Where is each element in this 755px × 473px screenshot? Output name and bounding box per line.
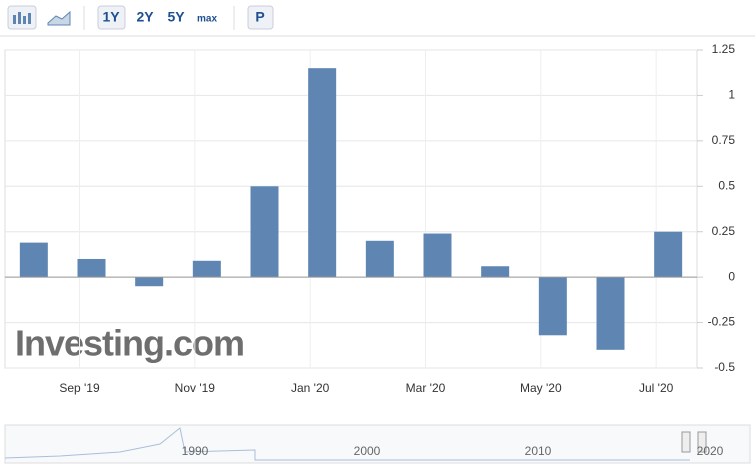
navigator-label: 2010 (525, 444, 552, 458)
navigator-label: 2020 (697, 444, 724, 458)
toolbar: 1Y 2Y 5Y max P (0, 5, 755, 37)
y-tick-label: 0.5 (718, 178, 735, 192)
y-tick-label: -0.5 (714, 360, 735, 374)
y-tick-label: 1 (728, 88, 735, 102)
bar (538, 277, 567, 336)
y-tick-label: 1.25 (712, 42, 736, 56)
y-tick-label: 0 (728, 269, 735, 283)
range-button[interactable] (97, 5, 126, 30)
y-tick-label: 0.25 (712, 224, 736, 238)
navigator: 1990 2000 2010 2020 (4, 424, 751, 464)
bar (77, 258, 106, 278)
navigator-handle[interactable] (681, 431, 691, 453)
bar (654, 231, 683, 278)
navigator-handle[interactable] (697, 431, 707, 453)
range-button-label[interactable]: 1Y (102, 9, 120, 25)
navigator-label: 2000 (354, 444, 381, 458)
p-button[interactable] (247, 5, 274, 30)
x-tick-label: Jan '20 (291, 381, 330, 395)
bar (135, 277, 164, 287)
navigator-label: 1990 (182, 444, 209, 458)
bar-chart-icon[interactable] (7, 5, 37, 30)
bar (308, 68, 337, 278)
x-tick-label: Nov '19 (175, 381, 216, 395)
bar (19, 242, 48, 278)
p-button-label[interactable]: P (255, 9, 264, 25)
range-button-label[interactable]: max (197, 14, 217, 25)
x-tick-label: Sep '19 (59, 381, 100, 395)
y-tick-label: 0.75 (712, 133, 736, 147)
bar (423, 233, 452, 278)
range-button-label[interactable]: 2Y (136, 9, 154, 25)
bar (596, 277, 625, 350)
x-tick-label: Mar '20 (406, 381, 446, 395)
range-button-label[interactable]: 5Y (167, 9, 185, 25)
plot-frame (4, 49, 698, 369)
bar (481, 266, 510, 278)
x-tick-label: May '20 (520, 381, 562, 395)
watermark: Investing.com (15, 323, 244, 364)
bar (365, 240, 394, 278)
y-tick-label: -0.25 (708, 315, 736, 329)
area-chart-icon[interactable] (47, 10, 71, 26)
bar (250, 186, 279, 278)
x-tick-label: Jul '20 (639, 381, 674, 395)
bar (192, 260, 221, 278)
